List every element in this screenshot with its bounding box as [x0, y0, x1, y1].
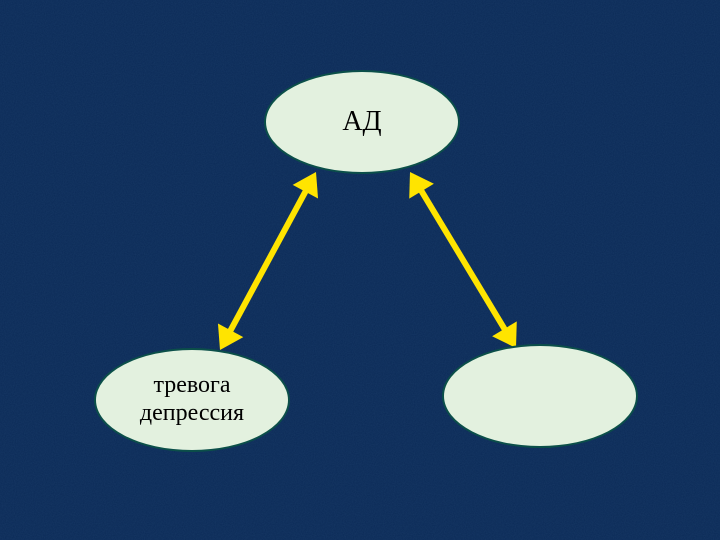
node-top: АД: [264, 70, 460, 174]
node-right: [442, 344, 638, 448]
node-top-label: АД: [342, 106, 381, 138]
node-left: тревога депрессия: [94, 348, 290, 452]
node-left-label: тревога депрессия: [140, 372, 244, 427]
diagram-stage: личностн ые особеннос ти АД тревога депр…: [0, 0, 720, 540]
